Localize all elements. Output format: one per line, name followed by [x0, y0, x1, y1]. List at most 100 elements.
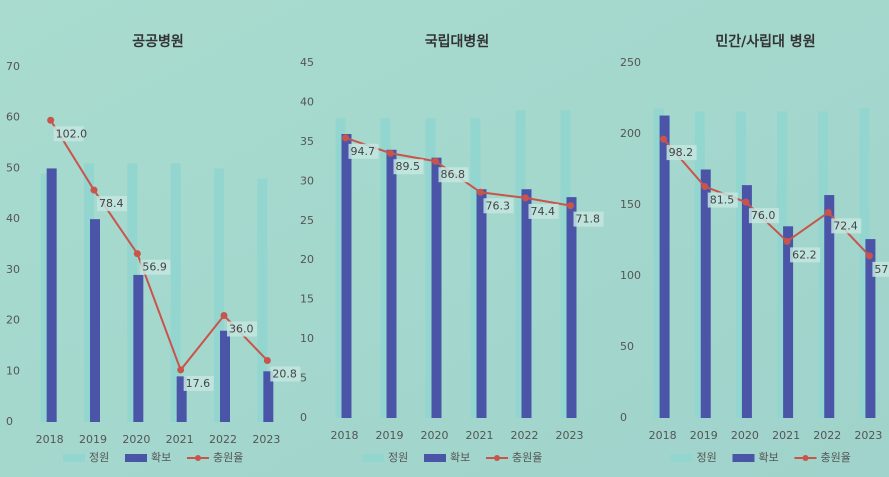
legend-label: 충원율 [512, 451, 542, 464]
value-label: 20.8 [272, 367, 297, 380]
label-bg [666, 145, 697, 161]
point [432, 157, 439, 165]
chart-title: 국립대병원 [425, 33, 489, 50]
point [522, 194, 529, 202]
bar [824, 195, 835, 418]
y-tick-label: 30 [300, 174, 314, 187]
y-tick-label: 20 [6, 314, 20, 327]
y-tick-label: 0 [620, 411, 627, 424]
label-bg [53, 126, 84, 142]
legend-swatch [195, 455, 201, 461]
point [177, 366, 185, 374]
label-bg [393, 159, 424, 175]
legend-swatch [63, 454, 85, 462]
bar [176, 376, 187, 422]
point [342, 134, 349, 142]
value-label: 57.1 [874, 263, 889, 276]
label-bg [348, 143, 379, 159]
y-tick-label: 40 [6, 212, 20, 225]
bar [431, 157, 442, 418]
bar [659, 115, 670, 418]
y-tick-label: 70 [6, 60, 20, 73]
legend-swatch [424, 454, 446, 462]
label-bg [227, 321, 257, 337]
bar [133, 274, 144, 422]
point [133, 250, 141, 258]
point [477, 188, 484, 196]
label-bg [97, 196, 127, 212]
point [824, 208, 832, 216]
value-label: 36.0 [229, 323, 254, 336]
bar [735, 111, 746, 418]
bar [170, 163, 181, 422]
x-tick-label: 2021 [166, 433, 194, 446]
label-bg [183, 375, 214, 391]
y-tick-label: 10 [300, 332, 314, 345]
y-tick-label: 25 [300, 214, 314, 227]
legend-swatch [670, 454, 693, 462]
point [701, 183, 709, 191]
bar [386, 149, 397, 418]
y-tick-label: 5 [300, 372, 307, 385]
bar [694, 111, 705, 418]
bar [46, 168, 57, 422]
legend-swatch [494, 455, 500, 461]
bar [90, 219, 100, 422]
y-tick-label: 50 [6, 161, 20, 174]
bar [380, 118, 391, 418]
chart-title: 민간/사립대 병원 [715, 33, 815, 50]
legend-swatch [125, 454, 147, 462]
y-tick-label: 30 [6, 263, 20, 276]
bar [741, 185, 752, 418]
bar [214, 168, 224, 422]
value-label: 72.4 [833, 219, 858, 232]
legend-label: 확보 [759, 451, 779, 464]
legend-swatch [362, 454, 384, 462]
label-bg [438, 167, 469, 183]
bar [127, 163, 138, 422]
y-tick-label: 0 [6, 415, 13, 428]
x-tick-label: 2023 [556, 429, 584, 442]
legend-label: 충원율 [821, 451, 851, 464]
bar [257, 178, 268, 422]
legend-swatch [802, 455, 809, 461]
value-label: 78.4 [99, 197, 124, 210]
y-tick-label: 45 [300, 56, 314, 69]
bar [566, 197, 577, 418]
x-tick-label: 2019 [79, 433, 107, 446]
point [47, 116, 55, 124]
x-tick-label: 2018 [649, 429, 677, 442]
x-tick-label: 2022 [813, 429, 841, 442]
legend-label: 충원율 [213, 451, 243, 464]
point [567, 202, 574, 210]
x-tick-label: 2022 [511, 429, 539, 442]
bar [818, 111, 829, 418]
value-label: 81.5 [710, 194, 735, 207]
bar [425, 118, 436, 418]
point [90, 186, 98, 194]
y-tick-label: 100 [620, 269, 641, 282]
bar [783, 226, 794, 418]
bar [263, 371, 274, 422]
bar [470, 118, 481, 418]
bar [40, 173, 51, 422]
y-tick-label: 150 [620, 198, 641, 211]
label-bg [748, 208, 779, 224]
legend-label: 정원 [89, 451, 109, 464]
value-label: 102.0 [56, 127, 88, 140]
bar [335, 118, 346, 418]
point [263, 356, 271, 364]
label-bg [270, 366, 301, 382]
bar [865, 239, 876, 418]
x-tick-label: 2023 [252, 433, 280, 446]
point [742, 198, 750, 206]
value-label: 76.0 [751, 209, 776, 222]
y-tick-label: 10 [6, 364, 20, 377]
point [783, 237, 791, 245]
value-label: 62.2 [792, 248, 817, 261]
label-bg [707, 192, 738, 208]
label-bg [790, 247, 821, 263]
point [387, 149, 394, 157]
point [865, 252, 873, 260]
